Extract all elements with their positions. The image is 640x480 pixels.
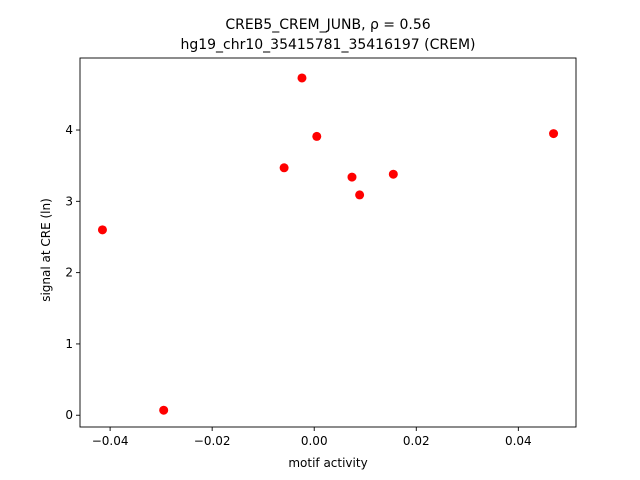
x-tick-label-3: 0.02 (403, 434, 430, 448)
data-point-8 (549, 129, 559, 139)
chart-title-line1: CREB5_CREM_JUNB, ρ = 0.56 (225, 17, 430, 33)
x-tick-label-4: 0.04 (505, 434, 532, 448)
y-tick-label-4: 4 (65, 123, 73, 137)
y-tick-label-0: 0 (65, 408, 73, 422)
x-tick-label-0: −0.04 (92, 434, 129, 448)
data-point-4 (312, 131, 322, 141)
x-axis-label: motif activity (288, 456, 367, 470)
y-tick-label-3: 3 (65, 194, 73, 208)
data-point-3 (297, 73, 307, 83)
plot-area: −0.04 −0.02 0.00 0.02 0.04 0 1 2 3 4 (65, 57, 577, 448)
data-point-2 (279, 163, 289, 173)
axes-frame (79, 57, 577, 428)
y-axis-label: signal at CRE (ln) (39, 198, 53, 302)
data-point-0 (97, 225, 107, 235)
x-tick-label-2: 0.00 (301, 434, 328, 448)
y-tick-label-2: 2 (65, 266, 73, 280)
chart-title-line2: hg19_chr10_35415781_35416197 (CREM) (180, 37, 475, 53)
data-point-6 (355, 190, 365, 200)
data-point-5 (347, 172, 357, 182)
y-tick-label-1: 1 (65, 337, 73, 351)
data-point-1 (159, 405, 169, 415)
x-tick-label-1: −0.02 (194, 434, 231, 448)
data-point-7 (388, 169, 398, 179)
